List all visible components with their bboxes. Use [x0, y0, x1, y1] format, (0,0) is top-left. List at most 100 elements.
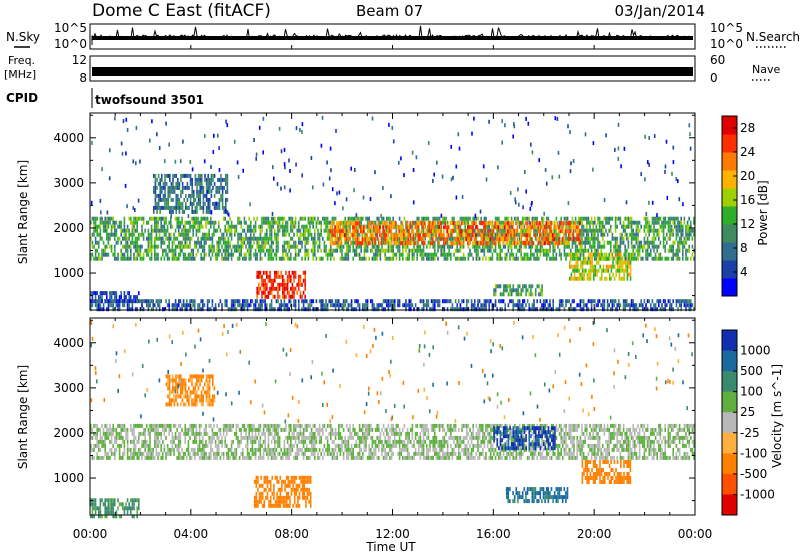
range-cell [229, 228, 231, 233]
range-cell [220, 197, 222, 202]
range-cell [189, 160, 192, 164]
range-cell [197, 240, 199, 245]
range-cell [210, 181, 213, 186]
range-cell [528, 303, 530, 308]
range-cell [390, 244, 393, 249]
range-cell [446, 225, 448, 230]
range-cell [648, 136, 650, 140]
range-cell [226, 252, 228, 257]
range-cell [334, 225, 336, 230]
range-cell [304, 228, 306, 233]
range-cell [527, 229, 530, 234]
range-cell [530, 307, 532, 312]
range-cell [277, 220, 279, 225]
range-cell [158, 299, 161, 304]
range-cell [457, 132, 460, 137]
range-cell [211, 248, 214, 253]
range-cell [693, 220, 695, 225]
range-cell [450, 307, 452, 312]
range-cell [346, 224, 348, 229]
range-cell [496, 284, 499, 289]
range-cell [161, 189, 163, 194]
range-cell [632, 252, 634, 257]
range-cell [560, 299, 562, 304]
range-cell [390, 303, 393, 308]
range-cell [235, 299, 238, 304]
range-cell [664, 244, 666, 249]
range-cell [139, 256, 142, 261]
range-cell [101, 236, 103, 241]
range-cell [178, 209, 181, 214]
nave-tick-bottom: 0 [710, 71, 718, 85]
range-cell [191, 201, 193, 206]
range-cell [507, 216, 510, 221]
range-cell [569, 264, 571, 269]
range-cell [509, 244, 511, 249]
range-cell [290, 274, 292, 279]
range-cell [186, 185, 189, 190]
range-cell [367, 237, 370, 242]
range-cell [197, 224, 199, 229]
range-cell [469, 248, 471, 253]
range-cell [582, 256, 585, 261]
range-cell [309, 228, 311, 233]
range-cell [157, 303, 159, 308]
range-cell [346, 307, 348, 312]
range-cell [369, 233, 372, 238]
range-cell [333, 248, 335, 253]
range-cell [515, 221, 517, 226]
range-cell [218, 197, 221, 202]
range-cell [232, 244, 234, 249]
range-cell [131, 220, 134, 225]
range-cell [328, 236, 330, 241]
range-cell [259, 244, 262, 249]
range-cell [594, 236, 596, 241]
range-cell [436, 229, 439, 234]
range-cell [429, 240, 431, 245]
range-cell [494, 236, 497, 241]
range-cell [574, 221, 576, 226]
range-cell [304, 274, 306, 279]
range-cell [632, 236, 634, 241]
range-cell [162, 224, 164, 229]
range-cell [507, 232, 510, 237]
range-cell [120, 299, 122, 304]
range-cell [290, 252, 292, 257]
range-cell [357, 232, 359, 237]
range-cell [194, 299, 196, 304]
range-cell [192, 232, 194, 237]
range-cell [242, 256, 244, 261]
range-cell [365, 248, 367, 253]
range-cell [401, 221, 404, 226]
range-cell [483, 252, 486, 257]
range-cell [224, 256, 226, 261]
range-cell [379, 303, 382, 308]
range-cell [556, 116, 559, 121]
range-cell [536, 232, 538, 237]
range-cell [109, 220, 111, 225]
range-cell [451, 244, 454, 249]
range-cell [650, 248, 652, 253]
range-cell [253, 216, 255, 221]
range-cell [233, 139, 236, 144]
range-cell [272, 216, 274, 221]
range-cell [245, 299, 247, 304]
range-cell [163, 228, 166, 233]
range-cell [365, 216, 367, 221]
range-cell [581, 268, 584, 273]
range-cell [406, 221, 408, 226]
range-cell [442, 299, 444, 304]
range-cell [379, 248, 382, 253]
range-cell [627, 216, 630, 221]
range-cell [309, 216, 311, 221]
range-cell [307, 307, 310, 312]
range-cell [270, 307, 273, 312]
range-cell [601, 268, 603, 273]
range-cell [94, 443, 97, 448]
range-cell [491, 307, 494, 312]
range-cell [309, 220, 311, 225]
range-cell [304, 240, 306, 245]
range-cell [347, 252, 350, 257]
range-cell [189, 244, 191, 249]
range-cell [440, 213, 443, 218]
